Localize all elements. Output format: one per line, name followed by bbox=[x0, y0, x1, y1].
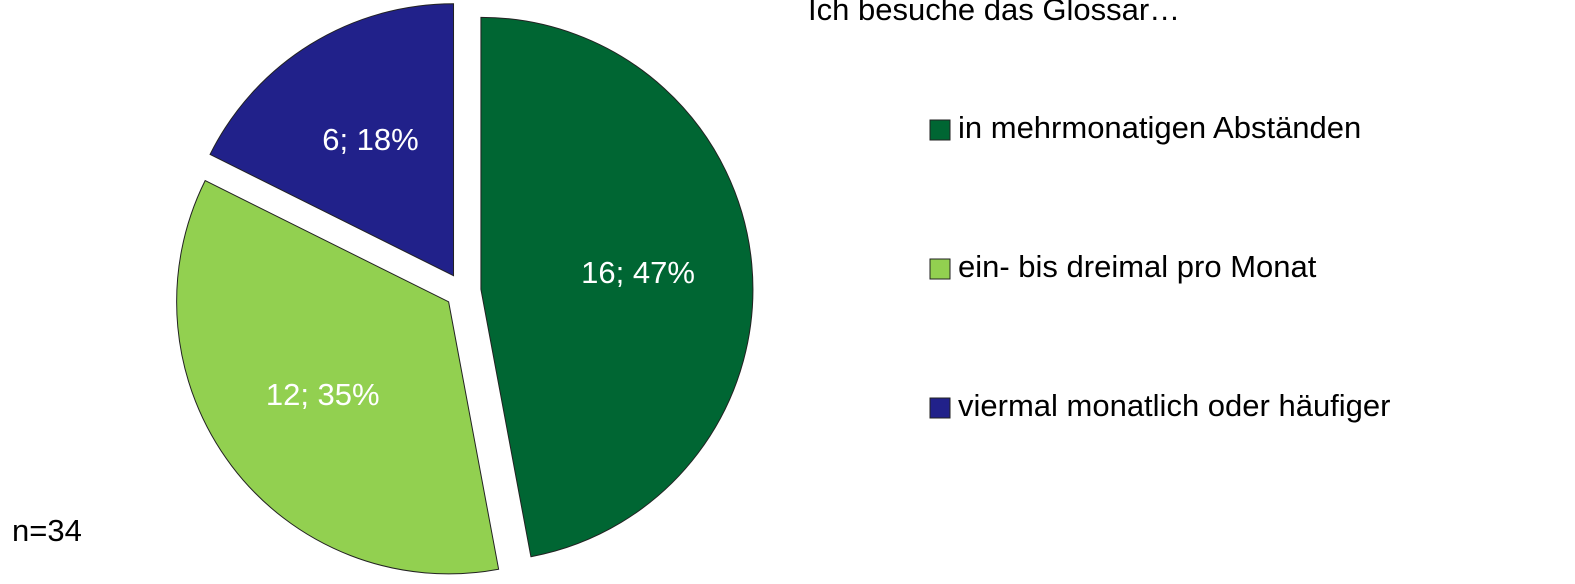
chart-title: Ich besuche das Glossar… bbox=[808, 0, 1180, 27]
annotation: n=34 bbox=[12, 513, 82, 548]
legend-label: viermal monatlich oder häufiger bbox=[958, 388, 1391, 423]
data-label: 12; 35% bbox=[266, 377, 380, 412]
legend-swatch bbox=[929, 397, 951, 419]
legend-label: ein- bis dreimal pro Monat bbox=[958, 249, 1317, 284]
data-label: 16; 47% bbox=[581, 255, 695, 290]
legend-label: in mehrmonatigen Abständen bbox=[958, 110, 1361, 145]
legend-swatch bbox=[929, 119, 951, 141]
data-label: 6; 18% bbox=[322, 122, 419, 157]
pie-slice bbox=[480, 16, 754, 558]
legend-swatch bbox=[929, 258, 951, 280]
pie-slice bbox=[176, 179, 500, 575]
pie-slice bbox=[209, 3, 455, 277]
